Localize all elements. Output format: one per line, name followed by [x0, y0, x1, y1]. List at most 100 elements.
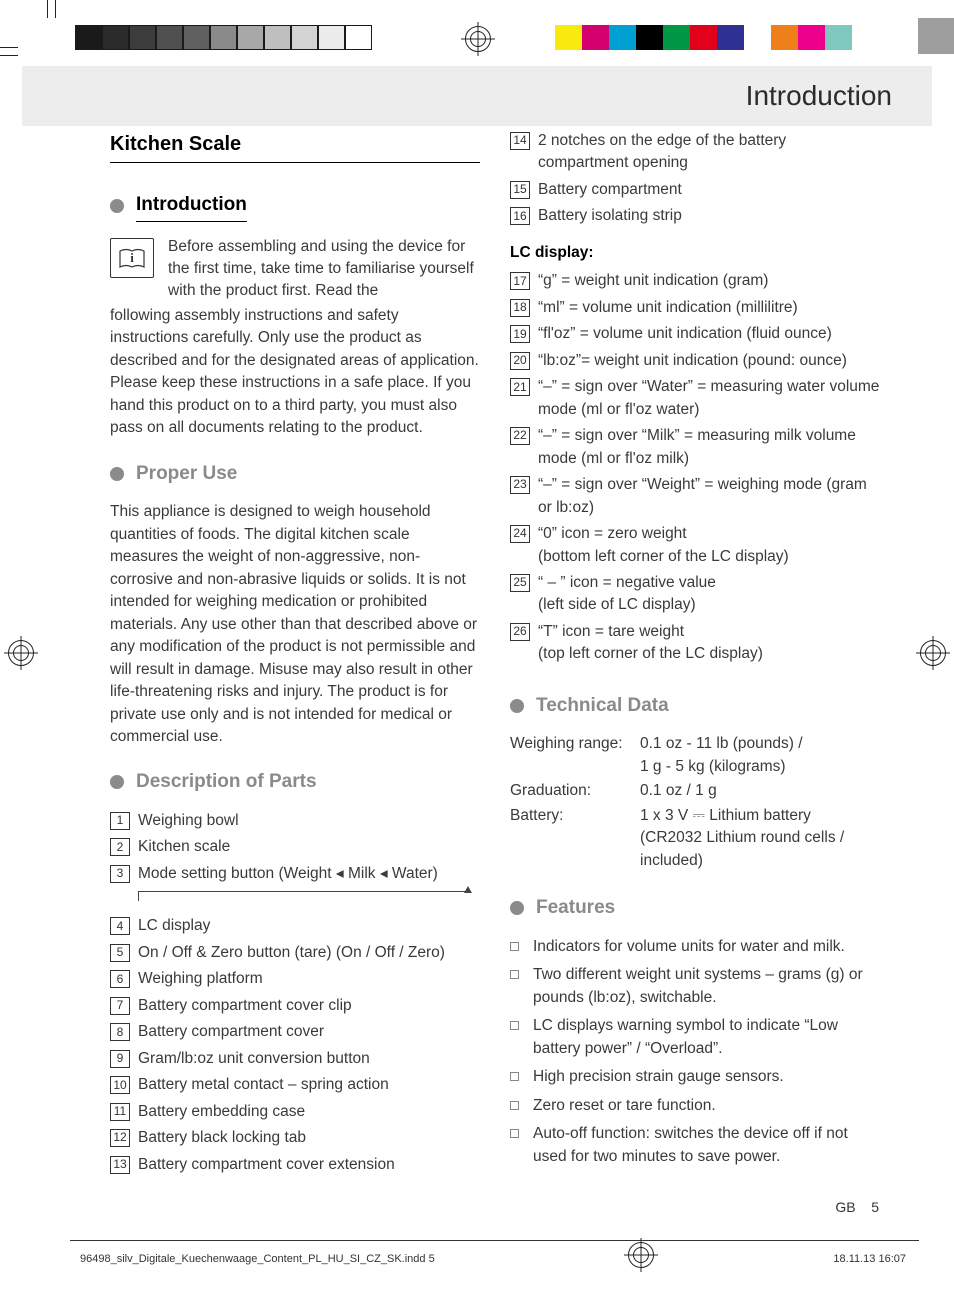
- item-number-box: 24: [510, 525, 530, 543]
- tech-label: Weighing range:: [510, 733, 640, 778]
- numbered-item: 10 Battery metal contact – spring action: [110, 1074, 480, 1096]
- bullet-icon: [510, 699, 524, 713]
- item-number-box: 22: [510, 427, 530, 445]
- tech-row: Graduation:0.1 oz / 1 g: [510, 780, 880, 802]
- checkbox-icon: [510, 1072, 519, 1081]
- item-number-box: 9: [110, 1050, 130, 1068]
- bullet-icon: [110, 199, 124, 213]
- item-text: “ml” = volume unit indication (millilitr…: [538, 297, 880, 319]
- item-number-box: 15: [510, 181, 530, 199]
- checkbox-icon: [510, 1021, 519, 1030]
- indd-filename: 96498_silv_Digitale_Kuechenwaage_Content…: [80, 1253, 435, 1265]
- numbered-item: 6Weighing platform: [110, 968, 480, 990]
- item-text: “–” = sign over “Milk” = measuring milk …: [538, 425, 880, 470]
- numbered-item: 5On / Off & Zero button (tare) (On / Off…: [110, 942, 480, 964]
- numbered-item: 1 Weighing bowl: [110, 810, 480, 832]
- tech-value: 0.1 oz / 1 g: [640, 780, 880, 802]
- numbered-item: 20 “lb:oz”= weight unit indication (pound…: [510, 350, 880, 372]
- item-number-box: 5: [110, 944, 130, 962]
- numbered-item: 142 notches on the edge of the battery c…: [510, 130, 880, 175]
- lc-display-heading: LC display:: [510, 242, 880, 264]
- item-text: Gram/lb:oz unit conversion button: [138, 1048, 480, 1070]
- item-text: Battery compartment cover extension: [138, 1154, 480, 1176]
- gray-swatch: [918, 18, 954, 54]
- item-text: Battery compartment cover: [138, 1021, 480, 1043]
- features-list: Indicators for volume units for water an…: [510, 936, 880, 1168]
- left-column: Kitchen Scale Introduction i Before asse…: [110, 130, 480, 1180]
- item-number-box: 4: [110, 917, 130, 935]
- numbered-item: 15 Battery compartment: [510, 179, 880, 201]
- item-number-box: 18: [510, 299, 530, 317]
- tech-row: Battery:1 x 3 V ⎓ Lithium battery (CR203…: [510, 805, 880, 872]
- checkbox-icon: [510, 1101, 519, 1110]
- right-column: 142 notches on the edge of the battery c…: [510, 130, 880, 1180]
- item-number-box: 12: [110, 1129, 130, 1147]
- item-number-box: 23: [510, 476, 530, 494]
- parts-list-c: 142 notches on the edge of the battery c…: [510, 130, 880, 228]
- item-text: “ – ” icon = negative value (left side o…: [538, 572, 880, 617]
- numbered-item: 25 “ – ” icon = negative value (left side…: [510, 572, 880, 617]
- item-text: Battery black locking tab: [138, 1127, 480, 1149]
- item-text: Mode setting button (Weight ◂ Milk ◂ Wat…: [138, 863, 480, 885]
- feature-text: Two different weight unit systems – gram…: [533, 964, 880, 1009]
- checkbox-icon: [510, 942, 519, 951]
- checkbox-icon: [510, 1129, 519, 1138]
- intro-lead-text: Before assembling and using the device f…: [168, 236, 480, 303]
- feature-item: Indicators for volume units for water an…: [510, 936, 880, 958]
- section-heading-technical-data: Technical Data: [510, 692, 880, 720]
- numbered-item: 21 “–” = sign over “Water” = measuring wa…: [510, 376, 880, 421]
- item-text: Weighing bowl: [138, 810, 480, 832]
- item-text: LC display: [138, 915, 480, 937]
- feature-text: Zero reset or tare function.: [533, 1095, 716, 1117]
- bullet-icon: [110, 467, 124, 481]
- numbered-item: 17“g” = weight unit indication (gram): [510, 270, 880, 292]
- item-number-box: 25: [510, 574, 530, 592]
- item-text: “–” = sign over “Weight” = weighing mode…: [538, 474, 880, 519]
- item-number-box: 1: [110, 812, 130, 830]
- item-number-box: 10: [110, 1076, 130, 1094]
- item-text: “–” = sign over “Water” = measuring wate…: [538, 376, 880, 421]
- numbered-item: 11Battery embedding case: [110, 1101, 480, 1123]
- numbered-item: 2Kitchen scale: [110, 836, 480, 858]
- item-text: Battery isolating strip: [538, 205, 880, 227]
- color-calibration-bar: [555, 25, 852, 50]
- numbered-item: 4 LC display: [110, 915, 480, 937]
- item-number-box: 21: [510, 378, 530, 396]
- item-number-box: 3: [110, 865, 130, 883]
- feature-item: Auto-off function: switches the device o…: [510, 1123, 880, 1168]
- svg-text:i: i: [130, 250, 134, 265]
- feature-text: Indicators for volume units for water an…: [533, 936, 845, 958]
- page-header-title: Introduction: [746, 80, 892, 112]
- registration-mark-icon: [920, 640, 946, 666]
- item-number-box: 20: [510, 352, 530, 370]
- numbered-item: 8 Battery compartment cover: [110, 1021, 480, 1043]
- item-text: Battery compartment cover clip: [138, 995, 480, 1017]
- page-header: Introduction: [22, 66, 932, 126]
- parts-list-b: 4 LC display 5On / Off & Zero button (tare…: [110, 915, 480, 1176]
- item-text: Battery metal contact – spring action: [138, 1074, 480, 1096]
- item-number-box: 11: [110, 1103, 130, 1121]
- item-text: Battery compartment: [538, 179, 880, 201]
- section-heading-proper-use: Proper Use: [110, 460, 480, 488]
- item-number-box: 16: [510, 207, 530, 225]
- tech-row: Weighing range:0.1 oz - 11 lb (pounds) /…: [510, 733, 880, 778]
- feature-text: Auto-off function: switches the device o…: [533, 1123, 880, 1168]
- item-text: “lb:oz”= weight unit indication (pound: …: [538, 350, 880, 372]
- indd-timestamp: 18.11.13 16:07: [833, 1253, 906, 1265]
- bullet-icon: [510, 901, 524, 915]
- bullet-icon: [110, 775, 124, 789]
- item-text: Kitchen scale: [138, 836, 480, 858]
- tech-label: Battery:: [510, 805, 640, 872]
- numbered-item: 23 “–” = sign over “Weight” = weighing mo…: [510, 474, 880, 519]
- numbered-item: 3 Mode setting button (Weight ◂ Milk ◂ Wa…: [110, 863, 480, 885]
- numbered-item: 24“0” icon = zero weight (bottom left co…: [510, 523, 880, 568]
- item-number-box: 6: [110, 970, 130, 988]
- feature-text: LC displays warning symbol to indicate “…: [533, 1015, 880, 1060]
- item-number-box: 8: [110, 1023, 130, 1041]
- item-number-box: 26: [510, 623, 530, 641]
- item-text: “fl'oz” = volume unit indication (fluid …: [538, 323, 880, 345]
- grayscale-calibration-bar: [75, 25, 372, 50]
- item-number-box: 7: [110, 997, 130, 1015]
- technical-data-table: Weighing range:0.1 oz - 11 lb (pounds) /…: [510, 733, 880, 872]
- feature-item: Two different weight unit systems – gram…: [510, 964, 880, 1009]
